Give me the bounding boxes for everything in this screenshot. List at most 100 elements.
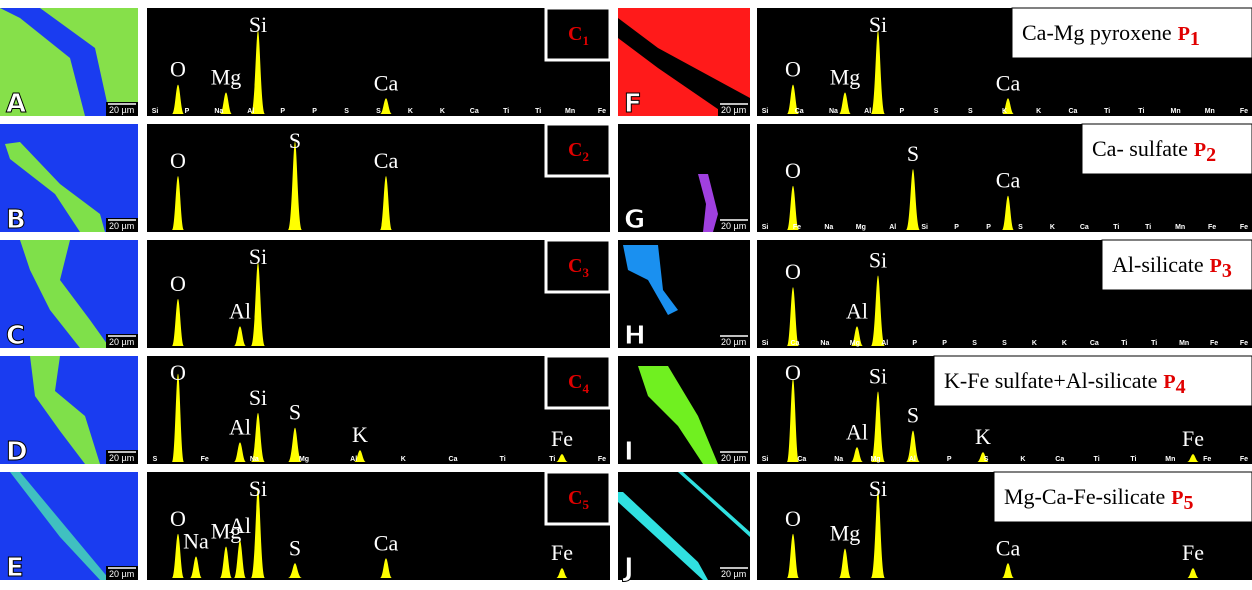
spectrum-background [147, 240, 610, 348]
panel-letter: H [624, 321, 646, 351]
map: B 20 µm [0, 124, 138, 235]
spectrum-background [147, 356, 610, 464]
minor-label: Ca [1080, 224, 1089, 231]
element-label: Mg [830, 521, 861, 546]
element-label: S [289, 400, 301, 425]
panel-letter: C [6, 321, 25, 351]
element-label: O [785, 259, 801, 284]
element-label: O [170, 57, 186, 82]
element-label: O [785, 360, 801, 385]
minor-label: K [1002, 108, 1007, 115]
minor-label: S [1018, 224, 1023, 231]
element-label: O [785, 158, 801, 183]
panel-letter: G [624, 205, 645, 235]
element-label: O [170, 360, 186, 385]
minor-label: Fe [1240, 224, 1248, 231]
tag-subscript: 2 [582, 149, 589, 164]
spectrum: OSCaC2 [147, 124, 610, 232]
minor-label: Na [214, 108, 223, 115]
spectrum: ONaMgAlSiSCaFeC5 [147, 472, 610, 580]
minor-label: K [1036, 108, 1041, 115]
element-label: Ca [996, 70, 1021, 95]
panel-letter: A [6, 89, 26, 119]
element-label: Mg [211, 64, 242, 89]
map-background [618, 472, 750, 580]
element-label: O [170, 271, 186, 296]
minor-label: Ti [503, 108, 509, 115]
element-label: Fe [1182, 540, 1204, 565]
minor-label: Fe [1203, 456, 1211, 463]
title-text: Ca- sulfate [1092, 136, 1188, 161]
minor-label: Al [864, 108, 871, 115]
minor-label: K [1020, 456, 1025, 463]
minor-label: Fe [1210, 340, 1218, 347]
spectrum: OAlSiSKFeSFeNaMgAlKCaTiTiFeC4 [147, 356, 610, 464]
minor-label: K [408, 108, 413, 115]
minor-label: Ti [535, 108, 541, 115]
minor-label: S [968, 108, 973, 115]
minor-label: Fe [1240, 340, 1248, 347]
tag-letter: C [568, 487, 582, 509]
minor-label: Mn [1171, 108, 1181, 115]
scale-bar-label: 20 µm [721, 569, 746, 579]
element-label: Al [229, 298, 251, 323]
minor-label: Al [350, 456, 357, 463]
spectrum: OAlSiSiCaNaMgAlPPSSKKCaTiTiMnFeFeAl-sili… [757, 240, 1252, 348]
element-label: O [785, 506, 801, 531]
element-label: Al [229, 414, 251, 439]
element-label: K [352, 422, 368, 447]
map: J 20 µm [618, 472, 750, 583]
tag-subscript: 5 [1184, 492, 1194, 514]
minor-label: K [1032, 340, 1037, 347]
element-label: Si [869, 247, 887, 272]
title-text: Ca-Mg pyroxene [1022, 20, 1172, 45]
minor-label: Fe [1240, 108, 1248, 115]
map: A20 µm [0, 8, 138, 119]
minor-label: P [185, 108, 190, 115]
minor-label: Ca [1090, 340, 1099, 347]
minor-label: Ti [1138, 108, 1144, 115]
minor-label: Si [762, 456, 769, 463]
scale-bar-label: 20 µm [109, 453, 134, 463]
minor-label: Mg [299, 456, 309, 463]
minor-label: Ca [449, 456, 458, 463]
minor-label: Mn [1165, 456, 1175, 463]
minor-label: P [900, 108, 905, 115]
minor-label: Na [820, 340, 829, 347]
element-label: Si [249, 244, 267, 269]
minor-label: Fe [598, 456, 606, 463]
minor-label: P [312, 108, 317, 115]
element-label: O [170, 148, 186, 173]
tag-letter: P [1163, 371, 1175, 393]
minor-label: Al [247, 108, 254, 115]
scale-bar-label: 20 µm [109, 221, 134, 231]
scale-bar-label: 20 µm [721, 453, 746, 463]
scale-bar-label: 20 µm [721, 337, 746, 347]
element-label: O [785, 57, 801, 82]
element-label: Al [846, 419, 868, 444]
minor-label: Ti [549, 456, 555, 463]
element-label: Fe [551, 426, 573, 451]
tag-letter: C [568, 255, 582, 277]
panel-letter: J [622, 553, 634, 583]
element-label: Si [869, 12, 887, 37]
minor-label: Al [909, 456, 916, 463]
map: F20 µm [618, 8, 750, 119]
minor-label: Na [250, 456, 259, 463]
scale-bar-label: 20 µm [109, 337, 134, 347]
minor-label: K [1050, 224, 1055, 231]
spectrum: OMgSiCaSiCaNaAlPSSKKCaTiTiMnMnFeCa-Mg py… [757, 8, 1252, 116]
element-label: Na [183, 528, 209, 553]
panel-letter: E [6, 553, 24, 583]
minor-label: P [912, 340, 917, 347]
tag-subscript: 1 [582, 33, 589, 48]
element-label: S [907, 403, 919, 428]
minor-label: Fe [201, 456, 209, 463]
minor-label: Si [152, 108, 159, 115]
element-label: Ca [996, 535, 1021, 560]
minor-label: S [344, 108, 349, 115]
panel-letter: B [6, 205, 26, 235]
panel-letter: F [624, 89, 642, 119]
scale-bar-label: 20 µm [721, 221, 746, 231]
minor-label: Na [829, 108, 838, 115]
